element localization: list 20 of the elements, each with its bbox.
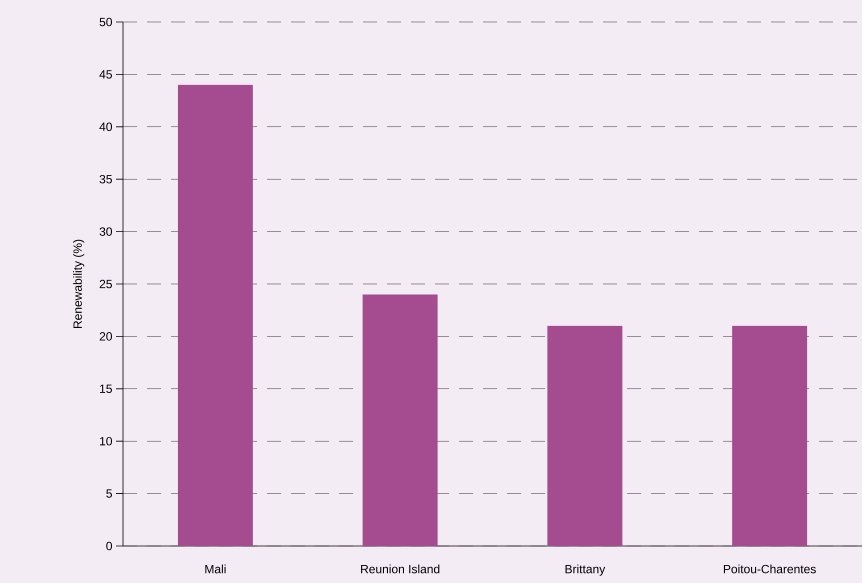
y-tick-label: 45 <box>99 70 112 79</box>
y-tick-label: 20 <box>100 332 112 341</box>
bar <box>178 84 253 546</box>
y-tick-label: 50 <box>100 18 112 26</box>
y-tick-label: 5 <box>106 489 112 498</box>
x-tick-label: Reunion Island <box>361 564 440 574</box>
y-axis-title: Renewability (%) <box>73 240 84 328</box>
x-tick-label: Poitou-Charentes <box>724 564 816 574</box>
bar <box>732 326 808 546</box>
bar <box>362 294 438 546</box>
y-tick-label: 25 <box>100 280 112 288</box>
x-tick-label: Mali <box>205 564 226 574</box>
y-tick-label: 10 <box>100 436 112 446</box>
y-tick-label: 0 <box>106 542 112 550</box>
y-tick-label: 35 <box>100 174 112 184</box>
y-tick-label: 40 <box>99 122 112 132</box>
y-tick-label: 30 <box>100 227 112 236</box>
bar <box>547 326 622 546</box>
x-tick-label: Brittany <box>566 564 606 576</box>
y-tick-label: 15 <box>100 384 112 393</box>
